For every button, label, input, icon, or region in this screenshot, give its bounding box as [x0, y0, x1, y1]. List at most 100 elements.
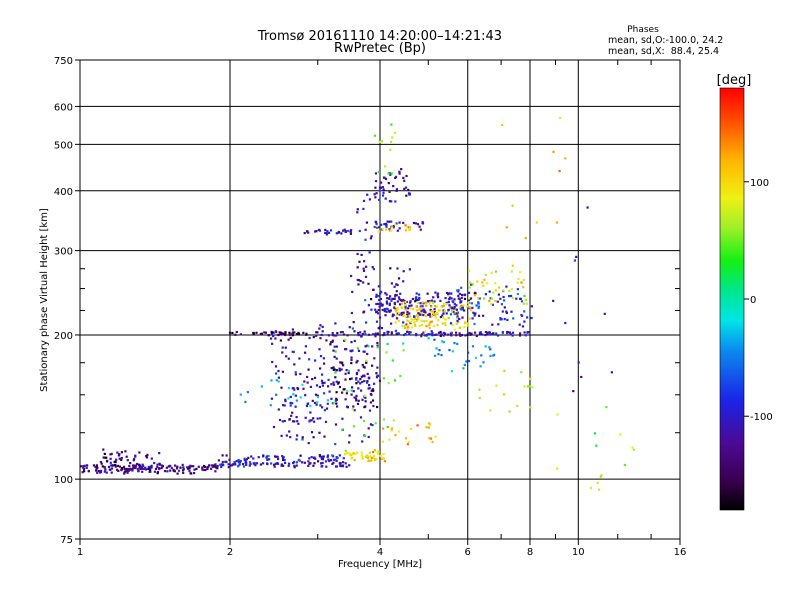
data-point	[427, 313, 430, 316]
data-point	[182, 468, 185, 471]
data-point	[295, 399, 298, 402]
data-point	[404, 229, 408, 232]
data-point	[276, 462, 279, 465]
data-point	[360, 375, 363, 378]
data-point	[299, 454, 302, 457]
data-point	[367, 377, 371, 380]
data-point	[181, 463, 184, 466]
data-point	[529, 406, 532, 409]
data-point	[455, 308, 458, 311]
data-point	[466, 333, 469, 336]
data-point	[425, 304, 428, 307]
data-point	[385, 302, 389, 305]
data-point	[603, 312, 606, 315]
data-point	[470, 332, 473, 335]
data-point	[423, 334, 426, 337]
data-point	[455, 304, 458, 307]
data-point	[332, 334, 335, 337]
data-point	[231, 463, 234, 466]
data-point	[312, 436, 315, 439]
data-point	[460, 296, 463, 299]
data-point	[409, 226, 412, 229]
data-point	[355, 361, 358, 364]
data-point	[188, 469, 191, 473]
data-point	[530, 316, 533, 320]
data-point	[370, 459, 373, 462]
data-point	[314, 359, 317, 362]
data-point	[396, 312, 399, 315]
data-point	[364, 228, 367, 231]
data-point	[103, 466, 106, 469]
data-point	[173, 469, 176, 472]
data-point	[392, 419, 395, 422]
data-point	[383, 460, 386, 463]
data-point	[102, 448, 105, 451]
data-point	[474, 291, 477, 294]
data-point	[395, 308, 398, 311]
data-point	[277, 333, 280, 337]
data-point	[331, 332, 334, 335]
data-point	[133, 457, 136, 461]
data-point	[82, 466, 85, 469]
data-point	[340, 428, 344, 431]
data-point	[425, 301, 428, 304]
data-point	[439, 299, 442, 302]
data-point	[491, 297, 494, 300]
data-point	[312, 417, 315, 420]
data-point	[401, 313, 404, 317]
data-point	[503, 318, 506, 321]
data-point	[202, 468, 205, 472]
data-point	[499, 317, 502, 320]
data-point	[334, 423, 338, 426]
data-point	[519, 297, 522, 300]
data-point	[277, 376, 280, 379]
data-point	[385, 293, 388, 296]
data-point	[350, 389, 353, 392]
data-point	[244, 460, 247, 463]
data-point	[496, 334, 500, 337]
colorbar-tick-label: 100	[750, 178, 769, 189]
data-point	[362, 267, 365, 270]
data-point	[307, 402, 310, 405]
data-point	[388, 229, 391, 232]
data-point	[367, 304, 370, 307]
data-point	[350, 311, 353, 315]
data-point	[430, 330, 433, 333]
data-point	[323, 409, 326, 412]
data-point	[345, 369, 348, 372]
data-point	[295, 416, 298, 419]
data-point	[444, 297, 447, 300]
data-point	[381, 440, 384, 443]
data-point	[366, 352, 369, 356]
data-point	[291, 402, 294, 405]
data-point	[318, 385, 321, 388]
data-point	[338, 231, 341, 234]
data-point	[291, 350, 294, 353]
data-point	[321, 373, 324, 376]
data-point	[447, 301, 450, 304]
data-point	[406, 328, 409, 331]
data-point	[337, 381, 340, 384]
data-point	[288, 462, 291, 465]
data-point	[396, 229, 399, 232]
data-point	[434, 291, 437, 294]
data-point	[305, 404, 309, 408]
data-point	[419, 307, 422, 310]
data-point	[473, 294, 476, 297]
data-point	[271, 331, 274, 334]
data-point	[379, 292, 382, 295]
data-point	[362, 281, 365, 284]
data-point	[503, 299, 506, 302]
data-point	[331, 340, 334, 344]
data-point	[357, 380, 360, 383]
data-point	[363, 406, 366, 409]
data-point	[424, 311, 427, 314]
data-point	[332, 349, 335, 352]
data-point	[341, 417, 344, 420]
data-point	[515, 297, 518, 300]
data-point	[297, 332, 301, 336]
data-point	[378, 298, 381, 302]
data-point	[519, 271, 522, 274]
data-point	[272, 331, 275, 334]
data-point	[423, 330, 426, 333]
